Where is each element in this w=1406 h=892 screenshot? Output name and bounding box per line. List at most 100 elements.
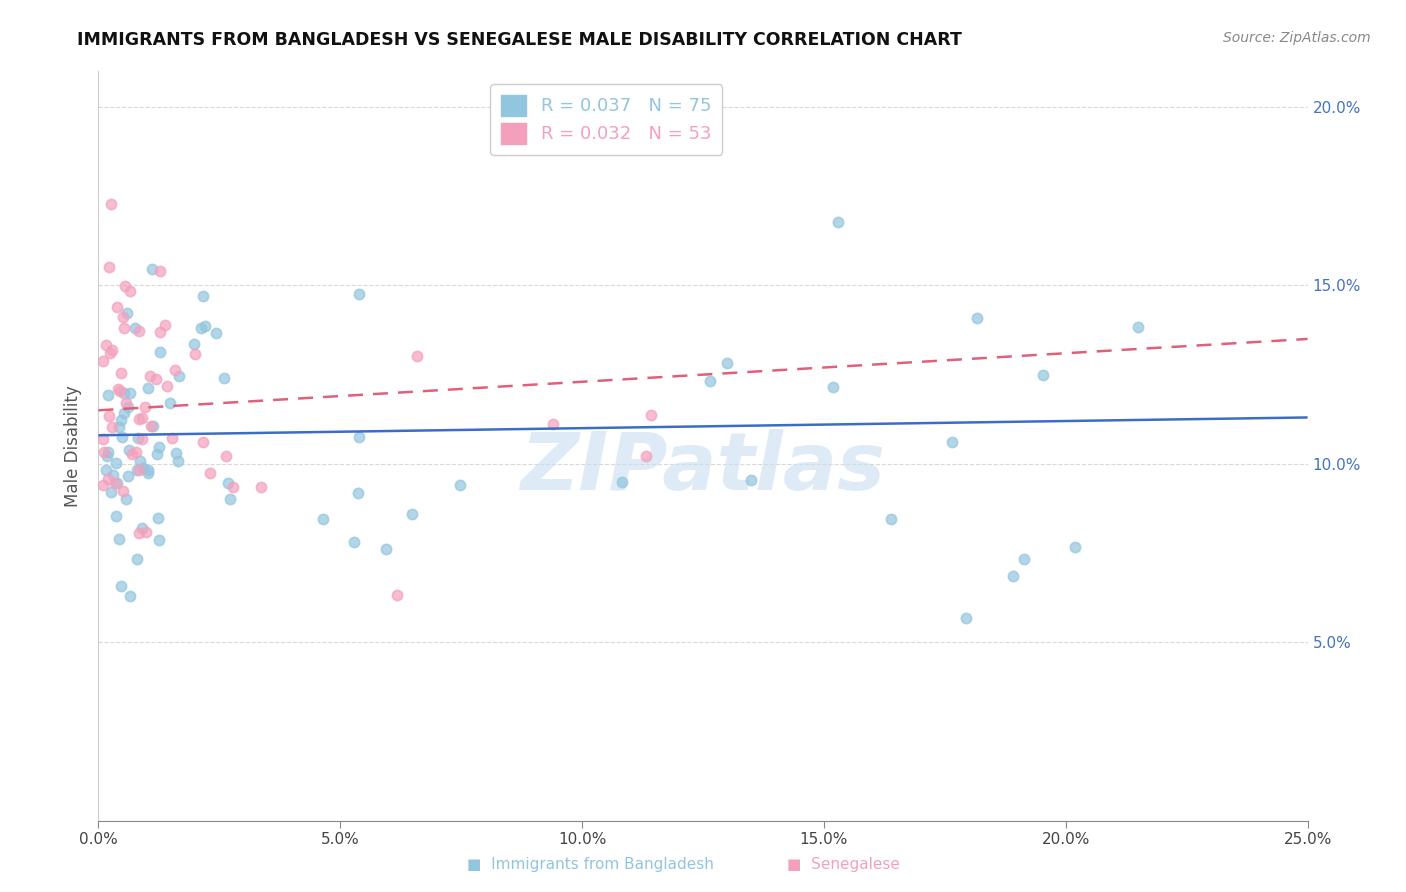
Point — [128, 454, 150, 468]
Point — [375, 542, 398, 557]
Point — [347, 485, 370, 500]
Point — [115, 305, 138, 319]
Point — [111, 430, 134, 444]
Point — [121, 447, 143, 461]
Point — [149, 263, 172, 277]
Point — [1128, 320, 1150, 334]
Point — [385, 588, 408, 602]
Point — [105, 300, 128, 314]
Point — [101, 467, 124, 482]
Point — [250, 480, 273, 494]
Point — [347, 430, 370, 444]
Text: ■  Senegalese: ■ Senegalese — [787, 857, 900, 872]
Point — [128, 525, 150, 540]
Point — [124, 321, 146, 335]
Point — [111, 310, 134, 324]
Point — [120, 589, 142, 603]
Point — [117, 400, 139, 414]
Point — [163, 362, 186, 376]
Text: IMMIGRANTS FROM BANGLADESH VS SENEGALESE MALE DISABILITY CORRELATION CHART: IMMIGRANTS FROM BANGLADESH VS SENEGALESE… — [77, 31, 962, 49]
Point — [221, 480, 243, 494]
Point — [100, 420, 122, 434]
Point — [193, 434, 215, 449]
Point — [98, 346, 121, 360]
Point — [449, 477, 471, 491]
Point — [204, 326, 226, 340]
Legend: R = 0.037   N = 75, R = 0.032   N = 53: R = 0.037 N = 75, R = 0.032 N = 53 — [491, 84, 723, 154]
Point — [136, 381, 159, 395]
Point — [120, 285, 142, 299]
Point — [1032, 368, 1054, 383]
Point — [149, 345, 172, 359]
Point — [96, 462, 118, 476]
Point — [103, 476, 125, 491]
Point — [156, 379, 179, 393]
Point — [112, 406, 135, 420]
Point — [217, 475, 239, 490]
Point — [97, 445, 120, 459]
Point — [115, 395, 138, 409]
Point — [136, 466, 159, 480]
Point — [139, 419, 162, 434]
Point — [100, 197, 122, 211]
Point — [131, 410, 153, 425]
Point — [128, 412, 150, 426]
Point — [118, 443, 141, 458]
Point — [148, 440, 170, 454]
Point — [159, 396, 181, 410]
Point — [716, 356, 738, 370]
Point — [128, 325, 150, 339]
Point — [141, 261, 163, 276]
Point — [142, 419, 165, 434]
Point — [120, 385, 142, 400]
Point — [111, 483, 134, 498]
Point — [347, 286, 370, 301]
Point — [955, 611, 977, 625]
Point — [107, 382, 129, 396]
Point — [97, 387, 120, 401]
Point — [94, 338, 117, 352]
Point — [101, 343, 124, 358]
Point — [134, 400, 156, 414]
Point — [135, 524, 157, 539]
Point — [139, 369, 162, 384]
Point — [821, 380, 844, 394]
Point — [97, 472, 120, 486]
Point — [91, 477, 114, 491]
Point — [155, 318, 177, 333]
Point — [127, 463, 149, 477]
Point — [166, 454, 188, 468]
Point — [190, 321, 212, 335]
Point — [110, 413, 132, 427]
Point — [108, 420, 131, 434]
Point — [98, 260, 121, 274]
Point — [218, 492, 240, 507]
Point — [114, 491, 136, 506]
Point — [634, 450, 657, 464]
Point — [110, 366, 132, 380]
Point — [406, 349, 429, 363]
Point — [941, 435, 963, 450]
Point — [145, 371, 167, 385]
Point — [131, 521, 153, 535]
Text: ZIPatlas: ZIPatlas — [520, 429, 886, 508]
Point — [166, 446, 188, 460]
Point — [125, 445, 148, 459]
Point — [96, 450, 118, 464]
Text: ■  Immigrants from Bangladesh: ■ Immigrants from Bangladesh — [467, 857, 714, 872]
Point — [108, 384, 131, 398]
Point — [191, 289, 214, 303]
Point — [1001, 568, 1024, 582]
Point — [145, 447, 167, 461]
Point — [148, 533, 170, 547]
Point — [91, 433, 114, 447]
Point — [215, 449, 238, 463]
Point — [401, 508, 423, 522]
Point — [827, 215, 849, 229]
Point — [105, 476, 128, 491]
Point — [110, 578, 132, 592]
Point — [184, 347, 207, 361]
Point — [100, 485, 122, 500]
Point — [183, 337, 205, 351]
Point — [112, 386, 135, 401]
